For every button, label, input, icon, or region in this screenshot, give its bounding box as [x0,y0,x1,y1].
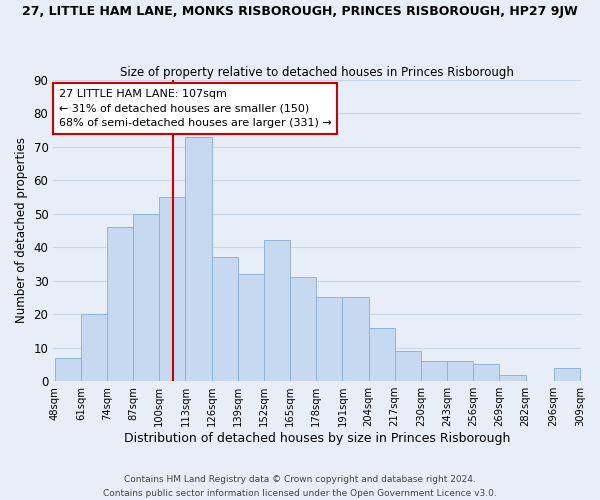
Bar [290,278,316,381]
Bar [473,364,499,381]
Title: Size of property relative to detached houses in Princes Risborough: Size of property relative to detached ho… [120,66,514,78]
Bar [554,368,580,381]
Bar [316,298,343,381]
Bar [238,274,264,381]
Text: 27, LITTLE HAM LANE, MONKS RISBOROUGH, PRINCES RISBOROUGH, HP27 9JW: 27, LITTLE HAM LANE, MONKS RISBOROUGH, P… [22,5,578,18]
Text: Contains HM Land Registry data © Crown copyright and database right 2024.
Contai: Contains HM Land Registry data © Crown c… [103,476,497,498]
Bar [343,298,368,381]
Bar [55,358,81,381]
Bar [185,136,212,381]
Bar [447,361,473,381]
Text: 27 LITTLE HAM LANE: 107sqm
← 31% of detached houses are smaller (150)
68% of sem: 27 LITTLE HAM LANE: 107sqm ← 31% of deta… [59,88,331,128]
Bar [133,214,159,381]
Bar [264,240,290,381]
Bar [107,227,133,381]
Bar [499,374,526,381]
Bar [159,197,185,381]
Bar [368,328,395,381]
Bar [212,257,238,381]
Y-axis label: Number of detached properties: Number of detached properties [15,138,28,324]
Bar [81,314,107,381]
Bar [395,351,421,381]
X-axis label: Distribution of detached houses by size in Princes Risborough: Distribution of detached houses by size … [124,432,511,445]
Bar [421,361,447,381]
